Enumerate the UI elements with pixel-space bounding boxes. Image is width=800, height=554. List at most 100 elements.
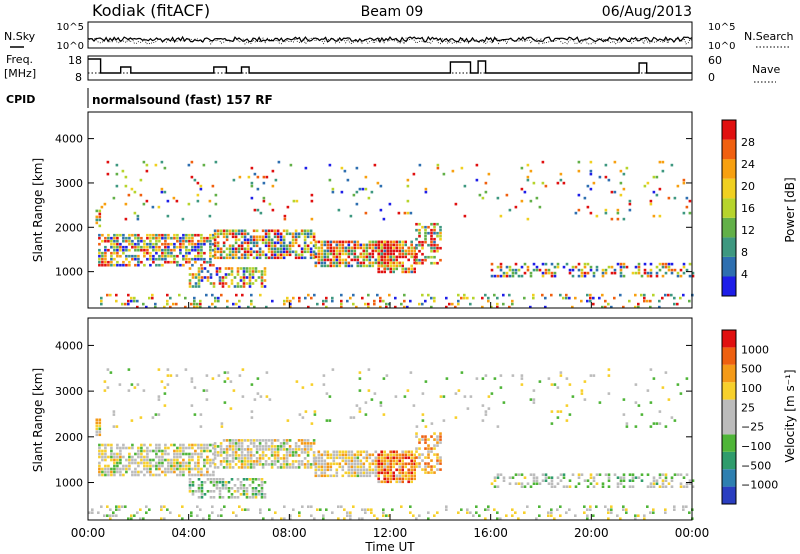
- vel-cell: [407, 480, 410, 484]
- power-cell: [544, 271, 548, 275]
- vel-cell: [182, 446, 185, 450]
- power-cell: [179, 239, 182, 243]
- vel-cell: [401, 453, 404, 457]
- vel-cell: [436, 468, 439, 471]
- power-cell: [371, 243, 375, 247]
- power-cell: [424, 258, 427, 262]
- power-cell: [240, 256, 244, 260]
- power-cell: [373, 302, 376, 306]
- power-cell: [322, 302, 325, 306]
- vel-cell: [565, 485, 569, 488]
- power-cell: [377, 246, 380, 250]
- vel-cell: [261, 454, 265, 457]
- power-cell: [377, 270, 380, 274]
- vel-cell: [312, 463, 316, 466]
- vel-cell: [550, 383, 554, 386]
- power-colorbar-swatch: [722, 120, 736, 140]
- power-cell: [350, 258, 354, 262]
- power-cell: [155, 239, 158, 243]
- power-cell: [251, 276, 255, 279]
- vel-cell: [335, 456, 339, 460]
- power-cell: [526, 268, 530, 272]
- power-cell: [341, 249, 345, 253]
- power-cell: [134, 236, 137, 240]
- power-cell: [209, 239, 212, 243]
- power-cell: [190, 160, 194, 164]
- power-cell: [173, 236, 176, 240]
- power-cell: [228, 247, 232, 251]
- power-cell: [110, 236, 113, 240]
- vel-cell: [237, 445, 241, 448]
- power-cell: [218, 267, 222, 270]
- power-cell: [676, 184, 680, 188]
- vel-cell: [298, 511, 301, 514]
- vel-cell: [173, 458, 176, 462]
- vel-cell: [421, 468, 424, 471]
- vel-cell: [445, 377, 449, 380]
- power-cell: [200, 239, 203, 243]
- power-cell: [163, 190, 167, 194]
- power-cell: [541, 271, 545, 275]
- vel-cell: [547, 514, 550, 517]
- vel-cell: [679, 392, 683, 395]
- power-cell: [652, 293, 655, 297]
- vel-cell: [259, 395, 263, 398]
- cpid-value: normalsound (fast) 157 RF: [92, 93, 273, 107]
- vel-cell: [382, 508, 385, 511]
- vel-cell: [166, 368, 170, 371]
- power-cell: [406, 211, 410, 215]
- noise-sky-trace: [87, 35, 693, 44]
- power-cell: [276, 238, 280, 242]
- vel-cell: [149, 458, 152, 462]
- power-cell: [191, 276, 195, 279]
- vel-cell: [231, 457, 235, 460]
- power-cell: [568, 268, 572, 272]
- vel-cell: [128, 467, 131, 471]
- vel-cell: [589, 482, 593, 485]
- vel-cell: [285, 448, 289, 451]
- vel-cell: [514, 473, 518, 476]
- vel-cell: [301, 386, 305, 389]
- power-cell: [538, 268, 542, 272]
- vel-cell: [395, 468, 398, 472]
- power-cell: [196, 199, 200, 203]
- vel-cell: [240, 442, 244, 445]
- vel-cell: [676, 473, 680, 476]
- vel-cell: [270, 460, 274, 463]
- power-cell: [401, 270, 404, 274]
- vel-cell: [176, 473, 179, 477]
- vel-cell: [160, 508, 163, 511]
- power-cell: [353, 249, 357, 253]
- power-cell: [377, 240, 380, 244]
- power-cell: [344, 261, 348, 265]
- vel-cell: [368, 468, 372, 472]
- vel-cell: [322, 517, 325, 520]
- vel-cell: [386, 468, 389, 472]
- vel-cell: [163, 386, 167, 389]
- vel-cell: [252, 466, 256, 469]
- vel-cell: [242, 487, 246, 490]
- vel-cell: [134, 467, 137, 471]
- vel-cell: [410, 450, 413, 454]
- power-cell: [424, 299, 427, 303]
- vel-cell: [161, 461, 164, 465]
- power-cell: [137, 248, 140, 252]
- vel-cell: [167, 467, 170, 471]
- power-cell: [601, 293, 604, 297]
- power-cell: [312, 235, 316, 239]
- vel-cell: [282, 466, 286, 469]
- vel-cell: [319, 508, 322, 511]
- vel-cell: [137, 446, 140, 450]
- power-cell: [655, 274, 659, 278]
- power-cell: [173, 248, 176, 252]
- vel-cell: [344, 471, 348, 475]
- power-cell: [208, 305, 211, 309]
- power-cell: [213, 250, 217, 254]
- power-cell: [341, 243, 345, 247]
- vel-cell: [547, 377, 551, 380]
- vel-cell: [152, 449, 155, 453]
- power-cell: [209, 260, 212, 264]
- vel-cell: [206, 478, 210, 481]
- vel-cell: [98, 430, 102, 434]
- power-cell: [291, 235, 295, 239]
